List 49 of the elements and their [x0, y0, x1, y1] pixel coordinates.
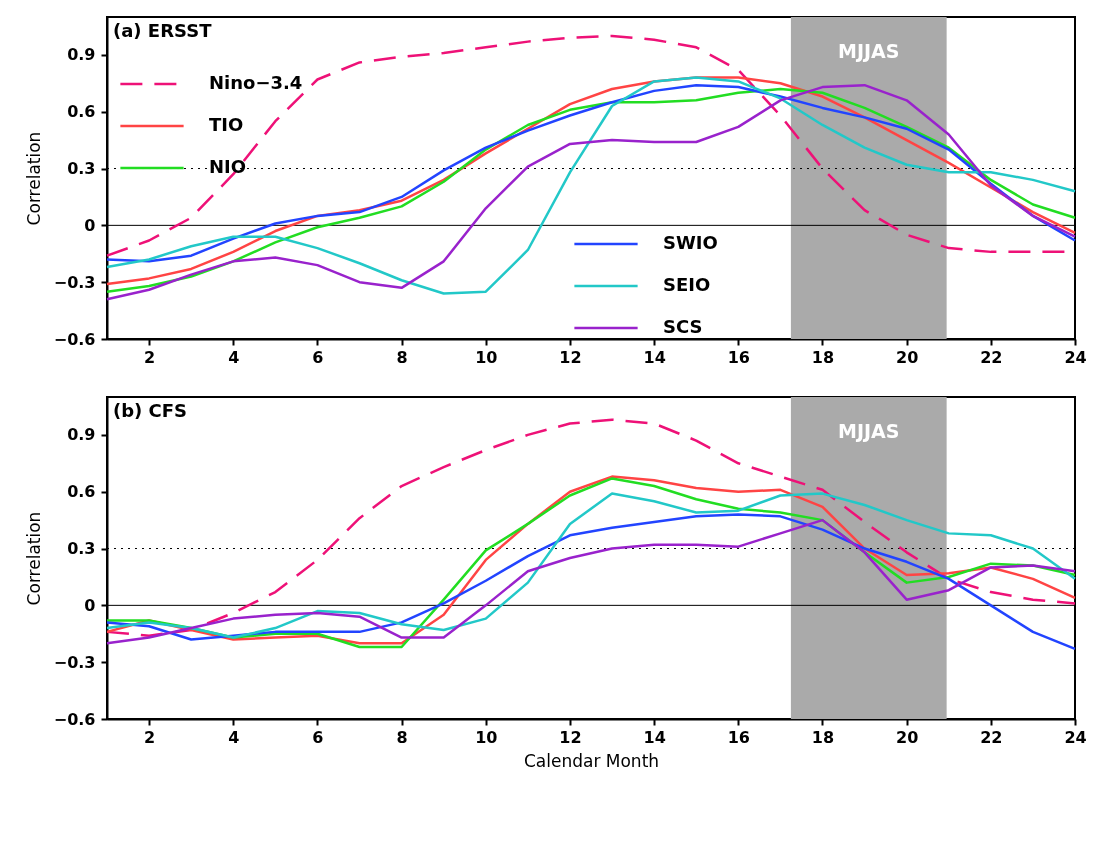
x-tick-label: 4	[228, 727, 240, 747]
x-tick-label: 6	[312, 347, 324, 367]
y-tick-label: 0.6	[67, 102, 96, 122]
x-tick-label: 20	[896, 727, 919, 747]
y-tick-label: −0.3	[53, 272, 96, 292]
y-tick-label: 0	[84, 595, 96, 615]
y-tick-label: −0.6	[53, 709, 96, 729]
x-tick-label: 16	[727, 727, 750, 747]
x-tick-label: 8	[396, 347, 408, 367]
y-tick-label: −0.6	[53, 329, 96, 349]
x-axis-title: Calendar Month	[523, 750, 660, 771]
chart-title: (a) ERSST	[113, 20, 213, 41]
y-tick-label: 0.3	[67, 159, 96, 179]
x-tick-label: 24	[1064, 347, 1087, 367]
x-tick-label: 22	[980, 347, 1003, 367]
x-tick-label: 18	[811, 727, 835, 747]
band-label: MJJAS	[838, 40, 900, 62]
x-tick-label: 14	[643, 727, 666, 747]
x-tick-label: 2	[144, 347, 156, 367]
x-tick-label: 2	[144, 727, 156, 747]
band-label: MJJAS	[838, 420, 900, 442]
x-tick-label: 10	[475, 347, 498, 367]
y-axis-title: Correlation	[23, 131, 44, 226]
y-tick-label: 0	[84, 215, 96, 235]
y-tick-label: 0.3	[67, 539, 96, 559]
y-tick-label: 0.9	[67, 45, 96, 65]
x-tick-label: 6	[312, 727, 324, 747]
x-tick-label: 24	[1064, 727, 1087, 747]
x-tick-label: 10	[475, 727, 498, 747]
y-tick-label: 0.9	[67, 425, 96, 445]
x-tick-label: 14	[643, 347, 666, 367]
legend-label: NIO	[209, 156, 247, 177]
legend-label: SEIO	[663, 274, 711, 295]
legend-label: SWIO	[663, 232, 718, 253]
x-tick-label: 12	[559, 727, 582, 747]
y-axis-title: Correlation	[23, 511, 44, 606]
legend-label: Nino−3.4	[209, 72, 303, 93]
x-tick-label: 20	[896, 347, 919, 367]
legend-label: TIO	[209, 114, 244, 135]
chart-title: (b) CFS	[113, 400, 188, 421]
x-tick-label: 8	[396, 727, 408, 747]
x-tick-label: 22	[980, 727, 1003, 747]
x-tick-label: 12	[559, 347, 582, 367]
y-tick-label: 0.6	[67, 482, 96, 502]
x-tick-label: 4	[228, 347, 240, 367]
y-tick-label: −0.3	[53, 652, 96, 672]
x-tick-label: 16	[727, 347, 750, 367]
x-tick-label: 18	[811, 347, 835, 367]
legend-label: SCS	[663, 316, 703, 337]
